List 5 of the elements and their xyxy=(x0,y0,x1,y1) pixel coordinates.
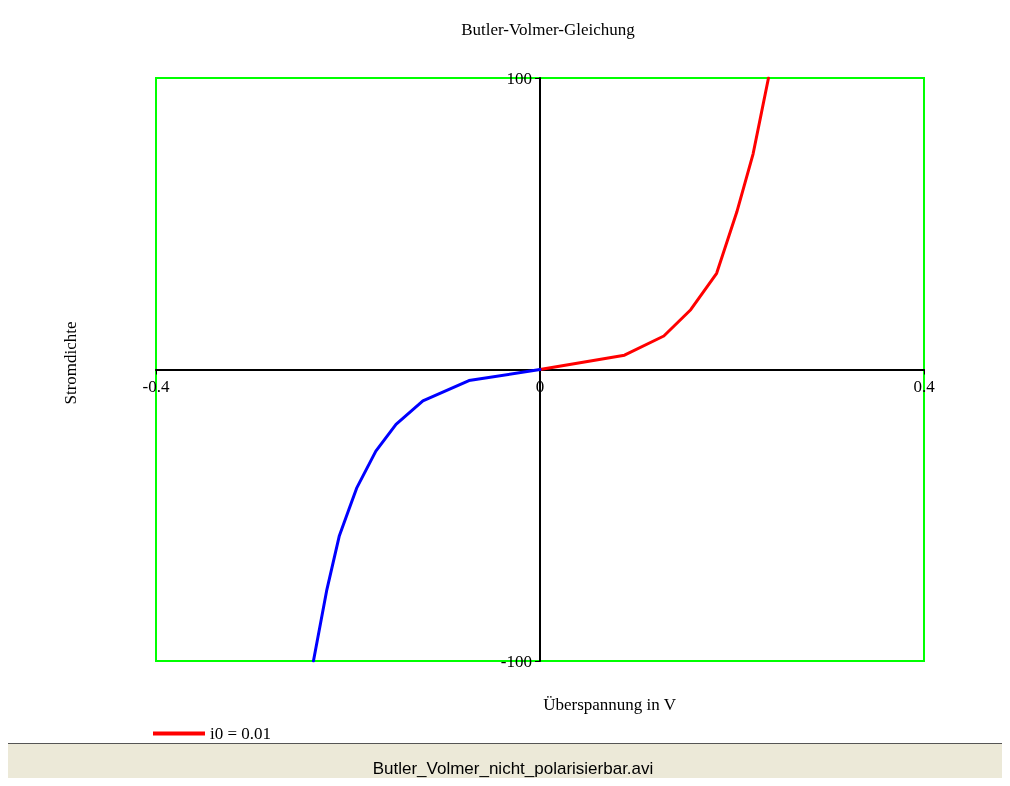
y-axis-title: Stromdichte xyxy=(60,321,80,405)
x-axis-title: Überspannung in V xyxy=(543,695,677,714)
text: Butler_Volmer_nicht_polarisierbar.avi xyxy=(372,758,654,778)
legend-label: i0 = 0.01 xyxy=(210,724,272,743)
chart-title: Butler-Volmer-Gleichung xyxy=(461,20,636,39)
